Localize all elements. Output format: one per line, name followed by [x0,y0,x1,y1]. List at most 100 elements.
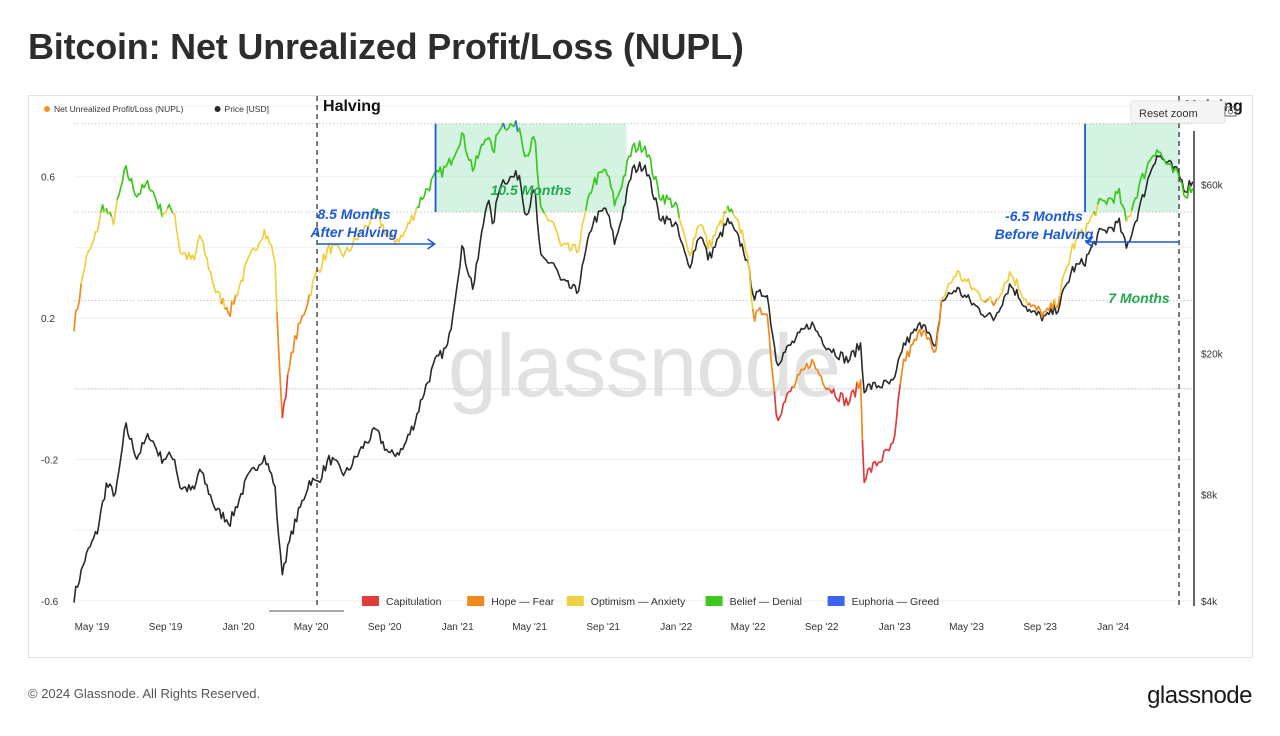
price-series-layer [73,155,1194,603]
page-title: Bitcoin: Net Unrealized Profit/Loss (NUP… [28,26,744,67]
nupl-line-segment [109,211,113,217]
legend-top-marker [44,106,50,112]
nupl-line-segment [371,207,381,215]
nupl-line-segment [990,298,998,307]
nupl-line-segment [732,212,754,310]
nupl-line-segment [235,228,278,313]
nupl-line-segment [1055,296,1061,309]
x-tick-label: Sep '21 [586,622,620,633]
x-tick-label: Jan '22 [660,622,692,633]
nupl-line-segment [825,387,829,391]
annotation-boxes [435,123,1180,213]
nupl-line-segment [516,127,546,214]
nupl-line-segment [161,208,169,218]
left-offset-label-2: After Halving [309,224,398,240]
nupl-line-segment [1053,298,1058,309]
chart-panel[interactable]: glassnode HalvingHalving 8.5 MonthsAfter… [28,95,1253,658]
x-tick-label: Sep '22 [805,622,839,633]
nupl-line-segment [1094,204,1099,217]
x-tick-label: May '22 [731,622,766,633]
legend-bottom-label: Euphoria — Greed [852,596,940,608]
nupl-line-segment [1125,210,1133,223]
nupl-line-segment [726,205,734,214]
legend-bottom-swatch [827,596,845,606]
nupl-line-segment [286,294,311,375]
y-right-tick-label: $60k [1201,181,1224,192]
x-tick-label: Sep '23 [1023,622,1057,633]
legend-bottom-swatch [467,596,485,606]
nupl-line-segment [1059,210,1095,297]
nupl-line-segment [773,386,794,422]
nupl-line-segment [224,299,233,318]
nupl-chart[interactable]: glassnode HalvingHalving 8.5 MonthsAfter… [29,96,1252,657]
nupl-line-segment [1096,187,1128,222]
y-left-tick-label: -0.2 [41,456,59,467]
legend-bottom-swatch [566,596,584,606]
legend-bottom-label: Belief — Denial [730,596,802,608]
halving-label: Halving [323,98,381,115]
x-tick-label: Jan '23 [879,622,911,633]
x-tick-label: Jan '21 [442,622,474,633]
legend-bottom: Capitulation Hope — Fear Optimism — Anxiet… [362,596,939,608]
nupl-line-segment [222,297,226,310]
nupl-line-segment [502,122,506,129]
nupl-line-segment [73,283,83,332]
nupl-line-segment [504,120,517,131]
annotation-labels: 8.5 Months After Halving 10.5 Months -6.5 M… [309,123,1180,306]
nupl-line-segment [514,120,519,133]
nupl-line-segment [1130,149,1194,211]
nupl-line-segment [378,206,418,244]
nupl-series-layer [73,120,1194,484]
nupl-line-segment [983,298,989,304]
nupl-line-segment [678,211,725,257]
nupl-line-segment [100,204,106,213]
nupl-line-segment [172,212,223,305]
nupl-line-segment [861,384,901,484]
nupl-line-segment [80,211,102,284]
reset-zoom-button[interactable]: Reset zoom [1130,100,1226,124]
nupl-line-segment [166,203,174,214]
legend-top: Net Unrealized Profit/Loss (NUPL) Price [… [44,104,269,114]
legend-top-label: Net Unrealized Profit/Loss (NUPL) [54,104,184,114]
right-offset-label-2: Before Halving [995,226,1094,242]
nupl-line-segment [416,122,504,209]
legend-top-marker [214,106,221,112]
annotation-box-right [1085,123,1180,213]
right-duration-label: 7 Months [1108,290,1170,306]
y-right-tick-label: $8k [1201,490,1218,501]
camera-icon[interactable] [1224,106,1237,117]
reset-zoom-label: Reset zoom [1139,108,1198,120]
nupl-line-segment [116,165,163,218]
y-right-tick-label: $4k [1201,597,1218,608]
x-tick-label: Jan '24 [1097,622,1129,633]
nupl-line-segment [827,387,831,391]
x-tick-label: May '20 [294,622,329,633]
glassnode-logo[interactable]: glassnode [1147,682,1252,709]
nupl-line-segment [829,381,858,407]
x-tick-label: May '19 [75,622,110,633]
nupl-line-segment [543,210,587,254]
nupl-line-segment [899,299,943,386]
nupl-line-segment [584,140,681,219]
left-offset-label-1: 8.5 Months [317,206,390,222]
x-tick-label: Jan '20 [223,622,255,633]
copyright-text: © 2024 Glassnode. All Rights Reserved. [28,686,261,701]
y-left-tick-label: -0.6 [41,597,59,608]
right-offset-label-1: -6.5 Months [1005,208,1083,224]
nupl-line-segment [856,379,864,441]
nupl-line-segment [308,211,373,297]
nupl-line-segment [110,199,118,226]
nupl-line-segment [1026,298,1056,319]
x-tick-label: Sep '20 [368,622,402,633]
legend-bottom-label: Capitulation [386,596,442,608]
nupl-line-segment [791,358,828,391]
y-right-tick-label: $20k [1201,350,1224,361]
arrow-head-right [1084,236,1094,248]
nupl-line-segment [751,306,776,392]
chart-axes: 0.6 0.2 -0.2 -0.6 $60k $20k $8k $4k May '19 Sep '… [41,131,1224,633]
legend-bottom-swatch [705,596,723,606]
y-left-tick-label: 0.2 [41,314,55,325]
nupl-line-segment [232,294,237,305]
y-left-tick-label: 0.6 [41,173,55,184]
legend-bottom-swatch [362,596,379,606]
